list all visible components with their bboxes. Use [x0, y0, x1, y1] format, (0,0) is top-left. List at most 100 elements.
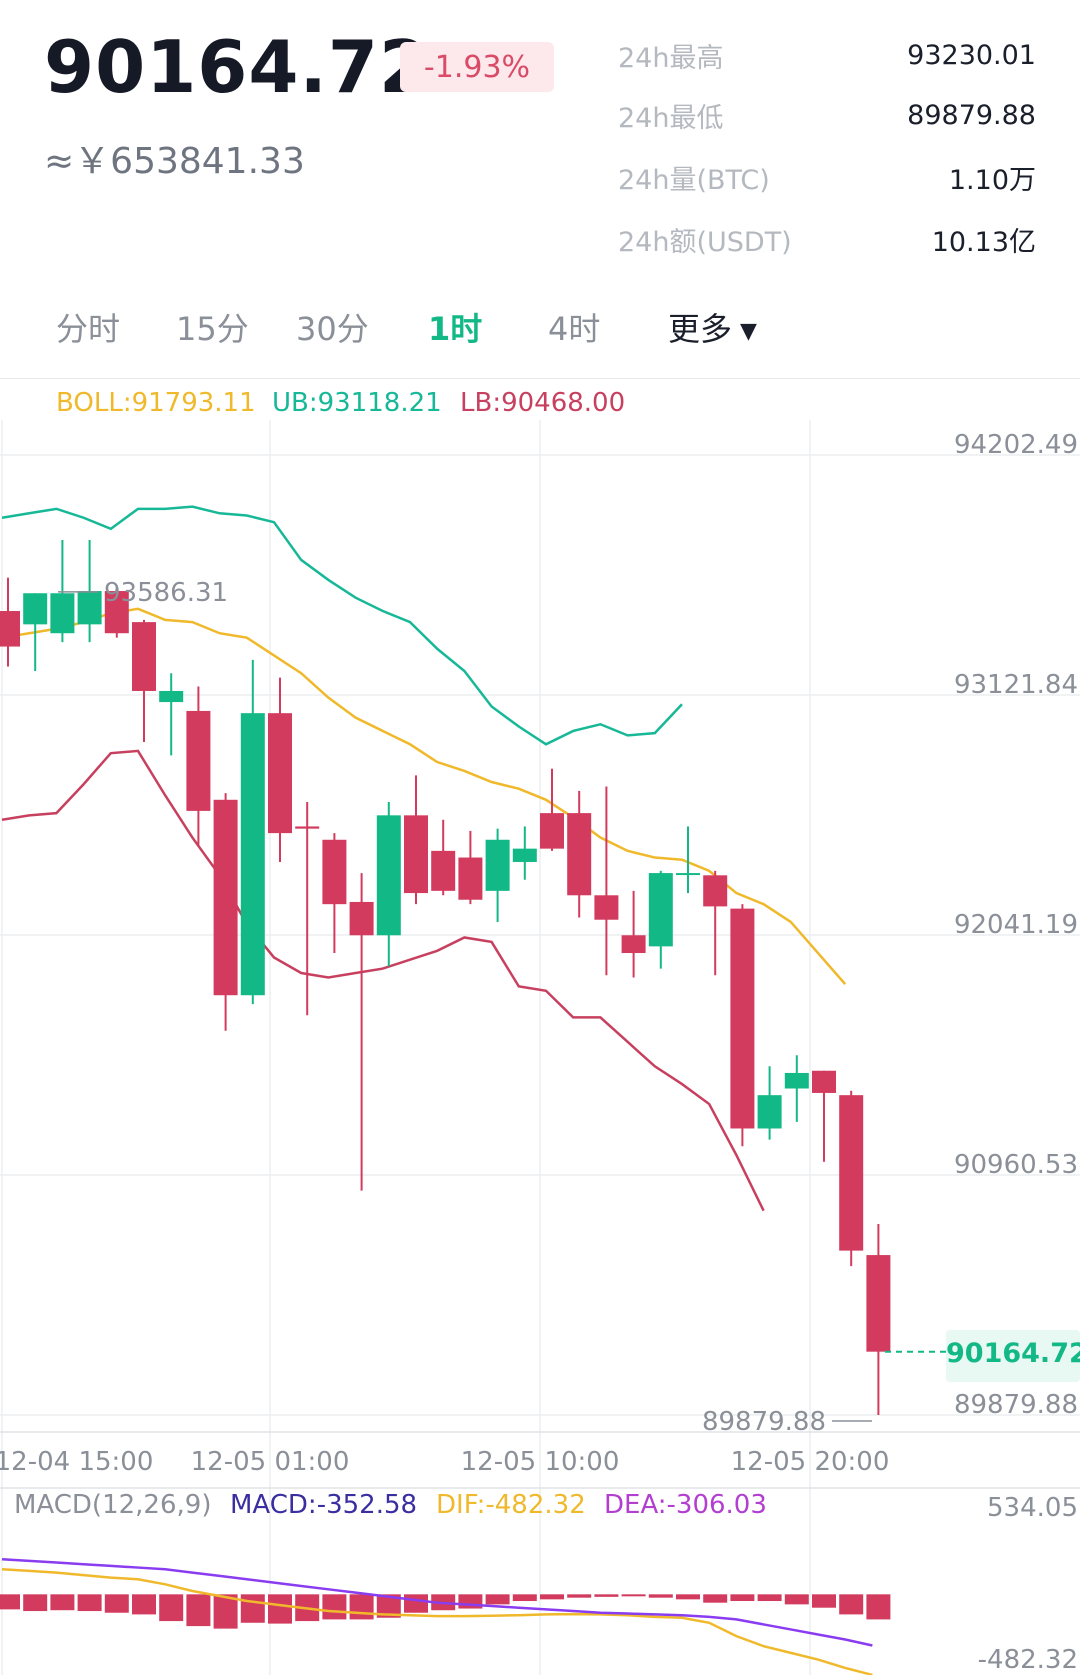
candle-up — [485, 839, 510, 891]
macd-histogram-bar — [512, 1594, 537, 1602]
macd-name-legend: MACD(12,26,9) — [14, 1490, 212, 1520]
candle-down — [186, 710, 211, 811]
boll-lower-line — [1, 749, 765, 1212]
macd-histogram-bar — [703, 1594, 728, 1603]
candle-down — [132, 622, 156, 691]
boll-legend: BOLL:91793.11 — [56, 388, 256, 418]
macd-histogram-bar — [186, 1594, 211, 1627]
macd-histogram-bar — [540, 1594, 564, 1600]
x-axis-tick-label: 12-05 01:00 — [191, 1447, 350, 1477]
candle-up — [784, 1072, 809, 1089]
tab-1h[interactable]: 1时 — [428, 310, 483, 348]
stat-label: 24h额(USDT) — [618, 226, 792, 258]
macd-axis-max: 534.05 — [987, 1493, 1078, 1523]
tab-more-label: 更多 — [668, 310, 733, 348]
candle-up — [676, 873, 700, 876]
y-axis-tick-label: 89879.88 — [954, 1390, 1078, 1420]
y-axis-tick-label: 90960.53 — [954, 1150, 1078, 1180]
macd-histogram-bar — [0, 1594, 20, 1610]
candle-down — [322, 839, 347, 905]
macd-histogram-bar — [213, 1594, 238, 1629]
candle-up — [77, 591, 102, 625]
candle-down — [866, 1255, 891, 1352]
macd-dif-line — [1, 1567, 873, 1675]
candle-down — [349, 901, 374, 936]
boll-mid-line — [1, 607, 847, 985]
macd-histogram-bar — [23, 1594, 48, 1612]
candle-down — [621, 935, 646, 954]
candle-up — [648, 873, 673, 947]
macd-value-legend: MACD:-352.58 — [230, 1490, 418, 1520]
stat-label: 24h最低 — [618, 102, 724, 134]
macd-dea-line — [1, 1557, 873, 1647]
min-price-marker: 89879.88 — [702, 1407, 826, 1437]
macd-histogram-bar — [784, 1594, 809, 1605]
y-axis-tick-label: 94202.49 — [954, 430, 1078, 460]
stat-value: 1.10万 — [948, 164, 1036, 196]
candle-down — [540, 813, 564, 849]
macd-histogram-bar — [567, 1594, 592, 1598]
interval-tabs: 分时 15分 30分 1时 4时 更多 ▼ — [0, 292, 1080, 372]
macd-histogram-bar — [676, 1594, 700, 1600]
tab-30min[interactable]: 30分 — [296, 310, 369, 348]
macd-histogram-bar — [621, 1594, 646, 1597]
macd-histogram-bar — [349, 1594, 374, 1620]
candle-down — [703, 875, 728, 907]
candle-up — [159, 690, 184, 703]
candle-down — [431, 850, 456, 891]
candle-up — [23, 593, 48, 625]
last-price-tag-value: 90164.72 — [946, 1338, 1080, 1369]
x-axis-tick-label: 12-05 10:00 — [461, 1447, 620, 1477]
tab-15min[interactable]: 15分 — [176, 310, 249, 348]
candle-up — [376, 815, 401, 936]
macd-histogram-bar — [104, 1594, 129, 1613]
stat-value: 93230.01 — [907, 39, 1036, 71]
dif-legend: DIF:-482.32 — [436, 1490, 586, 1520]
macd-histogram-bar — [812, 1594, 836, 1608]
tab-more[interactable]: 更多 ▼ — [668, 304, 757, 350]
candle-down — [567, 813, 592, 896]
stat-value: 10.13亿 — [931, 226, 1036, 258]
x-axis-tick-label: 12-05 20:00 — [731, 1447, 890, 1477]
change-percent-badge: -1.93% — [400, 42, 554, 92]
candle-up — [757, 1095, 782, 1129]
candle-down — [812, 1070, 836, 1093]
stat-turnover: 24h额(USDT) 10.13亿 — [618, 214, 1036, 264]
caret-down-icon: ▼ — [740, 318, 757, 344]
macd-histogram-bar — [648, 1594, 673, 1598]
macd-histogram-bar — [132, 1594, 156, 1615]
macd-histogram-bar — [268, 1594, 292, 1624]
macd-histogram-bar — [404, 1594, 428, 1613]
candle-up — [240, 713, 265, 996]
dea-legend: DEA:-306.03 — [604, 1490, 767, 1520]
tab-time-share[interactable]: 分时 — [56, 310, 121, 348]
macd-histogram-bar — [159, 1594, 184, 1622]
x-axis-tick-label: 12-04 15:00 — [0, 1447, 153, 1477]
stat-high: 24h最高 93230.01 — [618, 30, 1036, 80]
candle-down — [839, 1095, 864, 1251]
lb-legend: LB:90468.00 — [460, 388, 626, 418]
candle-down — [213, 799, 238, 996]
tab-4h[interactable]: 4时 — [548, 310, 601, 348]
macd-axis-min: -482.32 — [978, 1645, 1078, 1675]
macd-histogram-bar — [594, 1594, 619, 1597]
stat-label: 24h量(BTC) — [618, 164, 770, 196]
candle-down — [0, 611, 20, 647]
last-price-value: 90164.72 — [44, 25, 431, 109]
candle-down — [104, 591, 129, 634]
macd-histogram-bar — [839, 1594, 864, 1615]
macd-histogram-bar — [50, 1594, 75, 1611]
macd-histogram-bar — [730, 1594, 755, 1602]
macd-histogram-bar — [322, 1594, 347, 1620]
y-axis-tick-label: 92041.19 — [954, 910, 1078, 940]
boll-upper-line — [1, 505, 683, 746]
stat-low: 24h最低 89879.88 — [618, 90, 1036, 140]
candle-up — [50, 593, 75, 634]
stat-label: 24h最高 — [618, 42, 724, 74]
macd-histogram-bar — [866, 1594, 891, 1620]
macd-histogram-bar — [757, 1594, 782, 1602]
candle-down — [295, 826, 320, 829]
candle-down — [458, 857, 483, 900]
ub-legend: UB:93118.21 — [272, 388, 442, 418]
